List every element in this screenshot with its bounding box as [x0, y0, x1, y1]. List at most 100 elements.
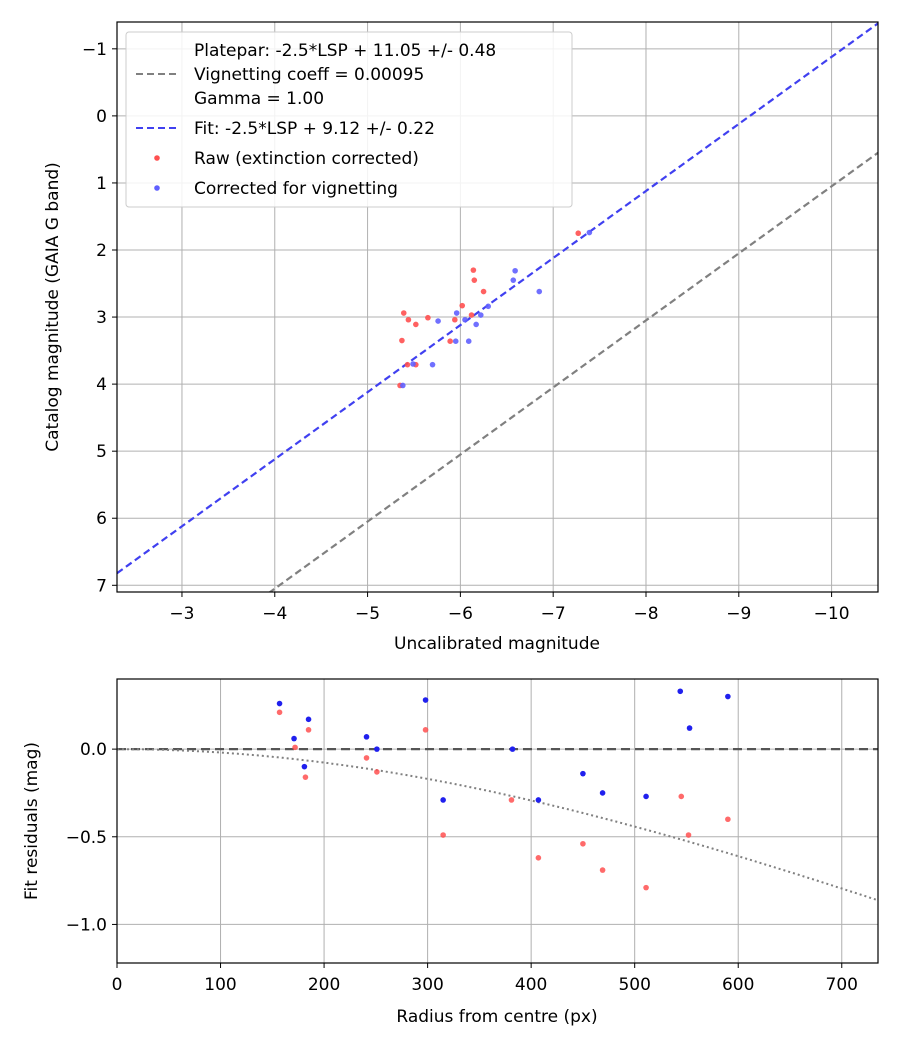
bottom-y-tick-label: −1.0: [66, 915, 107, 935]
bottom-y-tick-label: −0.5: [66, 828, 107, 848]
bottom-x-axis-label: Radius from centre (px): [396, 1007, 597, 1027]
legend-raw-label: Raw (extinction corrected): [194, 149, 419, 169]
bottom-raw-point: [508, 797, 515, 803]
top-fit-line: [117, 22, 878, 575]
bottom-raw-point: [302, 774, 309, 780]
top-x-tick-label: −3: [169, 604, 194, 624]
top-corrected-point: [465, 338, 472, 345]
top-y-tick-label: 6: [96, 509, 107, 529]
bottom-corrected-point: [643, 793, 649, 800]
top-data-points: [397, 229, 593, 389]
top-raw-point: [404, 361, 411, 368]
top-y-tick-label: 1: [96, 174, 107, 194]
bottom-corrected-point: [363, 734, 370, 740]
bottom-y-axis-label: Fit residuals (mag): [22, 742, 42, 900]
top-raw-point: [452, 316, 458, 323]
top-raw-point: [471, 277, 478, 283]
top-corrected-point: [453, 310, 460, 316]
top-corrected-point: [477, 312, 484, 318]
legend-fit-label: Fit: -2.5*LSP + 9.12 +/- 0.22: [194, 119, 435, 139]
top-corrected-point: [429, 361, 436, 368]
bottom-corrected-point: [291, 735, 297, 742]
bottom-x-tick-label: 100: [204, 975, 236, 995]
top-raw-point: [425, 314, 431, 321]
bottom-corrected-point: [677, 688, 684, 695]
top-x-tick-label: −4: [262, 604, 287, 624]
bottom-x-tick-label: 700: [826, 975, 858, 995]
bottom-x-tick-label: 400: [515, 975, 547, 995]
top-raw-point: [413, 321, 419, 328]
bottom-x-tick-label: 500: [618, 975, 650, 995]
bottom-raw-point: [422, 727, 429, 733]
bottom-x-tick-label: 0: [112, 975, 123, 995]
legend-corrected-label: Corrected for vignetting: [194, 179, 398, 199]
bottom-corrected-point: [276, 700, 283, 707]
top-raw-point: [405, 316, 412, 323]
bottom-raw-point: [440, 832, 446, 838]
top-corrected-point: [485, 303, 492, 310]
bottom-raw-point: [685, 832, 692, 838]
top-raw-point: [399, 337, 405, 344]
bottom-corrected-point: [374, 746, 380, 752]
legend: Platepar: -2.5*LSP + 11.05 +/- 0.48 Vign…: [125, 31, 573, 208]
bottom-corrected-point: [305, 716, 312, 723]
bottom-corrected-point: [535, 797, 542, 803]
bottom-corrected-point: [599, 790, 606, 796]
bottom-corrected-point: [509, 746, 516, 752]
bottom-x-tick-label: 200: [308, 975, 340, 995]
bottom-raw-point: [599, 867, 606, 873]
top-x-tick-label: −5: [355, 604, 380, 624]
top-x-tick-label: −7: [541, 604, 566, 624]
top-y-axis-label: Catalog magnitude (GAIA G band): [43, 162, 63, 452]
legend-box: [125, 31, 573, 208]
top-y-tick-label: 2: [96, 241, 107, 261]
top-x-tick-label: −9: [726, 604, 751, 624]
bottom-corrected-point: [580, 770, 586, 777]
top-corrected-point: [462, 316, 468, 323]
top-x-tick-label: −8: [633, 604, 658, 624]
top-y-tick-label: 4: [96, 375, 107, 395]
bottom-corrected-point: [301, 763, 308, 770]
legend-corrected-swatch: [154, 185, 160, 191]
legend-gamma-label: Gamma = 1.00: [194, 89, 324, 109]
top-y-tick-label: −1: [82, 40, 107, 60]
residuals-chart: 0 100 200 300 400 500 600 700 0.0 −0.5 −1.0 Radius…: [22, 678, 879, 1027]
top-y-tick-label: 5: [96, 442, 107, 462]
top-raw-point: [575, 230, 582, 237]
bottom-raw-point: [580, 840, 586, 847]
top-x-tick-label: −10: [814, 604, 850, 624]
top-fit-lines: [117, 22, 878, 592]
top-corrected-point: [586, 229, 593, 236]
legend-platepar-label: Platepar: -2.5*LSP + 11.05 +/- 0.48: [194, 41, 496, 61]
bottom-raw-point: [276, 709, 283, 716]
top-plot-frame: [116, 21, 879, 593]
top-raw-point: [447, 338, 453, 345]
top-corrected-point: [473, 321, 479, 328]
top-raw-point: [468, 312, 475, 318]
top-corrected-point: [510, 277, 517, 283]
bottom-corrected-point: [686, 725, 693, 731]
bottom-corrected-point: [725, 693, 731, 700]
legend-raw-swatch: [154, 155, 160, 161]
top-raw-point: [470, 267, 477, 273]
bottom-x-tick-label: 300: [411, 975, 443, 995]
top-x-tick-label: −6: [448, 604, 473, 624]
bottom-reference-lines: [117, 748, 878, 902]
top-corrected-point: [512, 267, 518, 274]
top-corrected-point: [410, 361, 416, 367]
legend-vignetting-label: Vignetting coeff = 0.00095: [194, 65, 424, 85]
top-y-tick-label: 7: [96, 576, 107, 596]
top-corrected-point: [435, 318, 441, 324]
bottom-raw-point: [305, 727, 312, 733]
bottom-plot-frame: [116, 678, 879, 964]
top-x-axis-label: Uncalibrated magnitude: [394, 634, 600, 654]
bottom-raw-point: [535, 855, 542, 861]
bottom-corrected-point: [440, 797, 446, 803]
bottom-x-tick-label: 600: [722, 975, 754, 995]
bottom-raw-point: [725, 816, 731, 823]
bottom-axis-ticks: 0 100 200 300 400 500 600 700 0.0 −0.5 −1.0: [66, 740, 858, 995]
bottom-vignetting-curve: [117, 748, 878, 902]
top-y-tick-label: 3: [96, 308, 107, 328]
bottom-y-tick-label: 0.0: [80, 740, 107, 760]
